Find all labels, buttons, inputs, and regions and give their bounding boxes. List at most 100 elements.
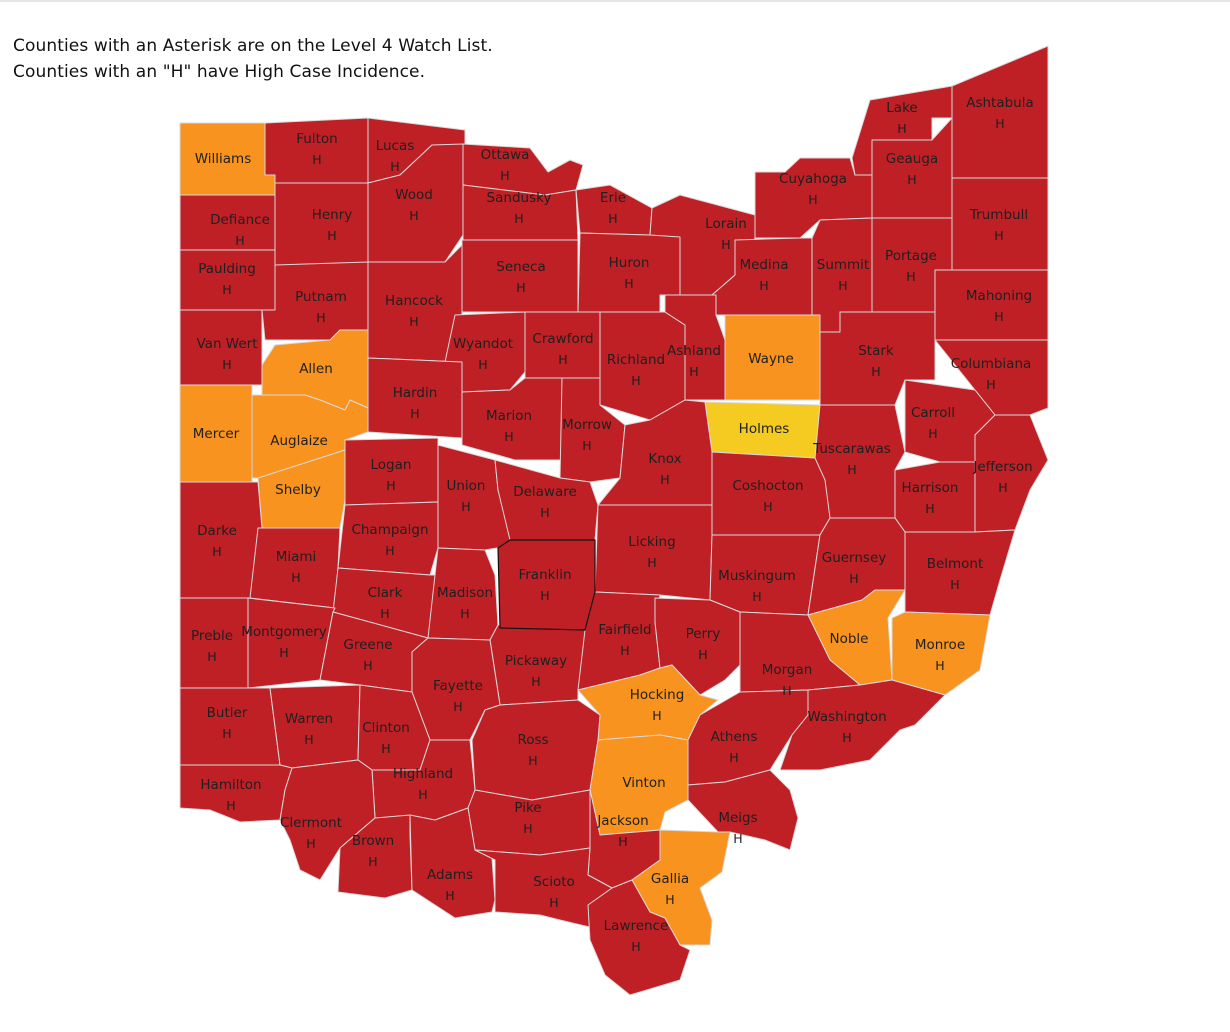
county-label-champaign: Champaign: [351, 522, 428, 538]
county-label-butler: Butler: [207, 705, 248, 721]
county-label-defiance: Defiance: [210, 212, 270, 228]
county-seneca[interactable]: [461, 239, 579, 313]
county-mahoning[interactable]: [934, 269, 1049, 341]
county-lawrence[interactable]: [587, 879, 691, 996]
county-flag-crawford: H: [558, 352, 567, 367]
county-flag-madison: H: [460, 606, 469, 621]
county-label-fairfield: Fairfield: [598, 622, 651, 638]
county-label-miami: Miami: [276, 549, 317, 565]
county-label-montgomery: Montgomery: [241, 624, 327, 640]
county-flag-lawrence: H: [631, 939, 640, 954]
county-harrison[interactable]: [894, 461, 976, 533]
county-label-preble: Preble: [191, 628, 233, 644]
county-fulton[interactable]: [264, 117, 369, 184]
county-henry[interactable]: [274, 182, 369, 266]
county-label-logan: Logan: [371, 457, 412, 473]
county-label-noble: Noble: [830, 631, 869, 647]
county-label-coshocton: Coshocton: [732, 478, 803, 494]
county-label-summit: Summit: [817, 257, 869, 273]
county-flag-putnam: H: [316, 310, 325, 325]
county-flag-adams: H: [445, 888, 454, 903]
county-flag-hocking: H: [652, 708, 661, 723]
county-monroe[interactable]: [891, 611, 991, 696]
county-label-pickaway: Pickaway: [505, 653, 567, 669]
county-label-union: Union: [446, 478, 485, 494]
county-flag-darke: H: [212, 544, 221, 559]
county-flag-ashland: H: [689, 364, 698, 379]
county-flag-lorain: H: [721, 237, 730, 252]
county-label-crawford: Crawford: [532, 331, 593, 347]
county-label-delaware: Delaware: [513, 484, 577, 500]
county-label-ross: Ross: [517, 732, 548, 748]
county-flag-fulton: H: [312, 152, 321, 167]
county-flag-sandusky: H: [514, 211, 523, 226]
county-flag-richland: H: [631, 373, 640, 388]
county-label-warren: Warren: [285, 711, 333, 727]
county-franklin[interactable]: [497, 539, 596, 631]
county-flag-ashtabula: H: [995, 116, 1004, 131]
county-trumbull[interactable]: [951, 177, 1049, 271]
county-darke[interactable]: [179, 481, 263, 599]
county-label-fayette: Fayette: [433, 678, 483, 694]
county-flag-pike: H: [523, 821, 532, 836]
county-flag-pickaway: H: [531, 674, 540, 689]
county-label-harrison: Harrison: [902, 480, 959, 496]
county-label-geauga: Geauga: [886, 151, 938, 167]
county-label-henry: Henry: [312, 207, 353, 223]
county-flag-erie: H: [608, 211, 617, 226]
county-label-trumbull: Trumbull: [969, 207, 1028, 223]
county-label-mahoning: Mahoning: [966, 288, 1032, 304]
county-flag-monroe: H: [935, 658, 944, 673]
county-perry[interactable]: [654, 597, 741, 696]
county-paulding[interactable]: [179, 249, 276, 311]
county-hamilton[interactable]: [179, 764, 293, 823]
county-sandusky[interactable]: [462, 184, 579, 241]
county-label-seneca: Seneca: [496, 259, 545, 275]
county-flag-fayette: H: [453, 699, 462, 714]
county-belmont[interactable]: [904, 529, 1016, 616]
county-flag-meigs: H: [733, 831, 742, 846]
county-flag-hancock: H: [409, 314, 418, 329]
county-flag-ottawa: H: [500, 168, 509, 183]
county-label-allen: Allen: [299, 361, 333, 377]
county-ross[interactable]: [471, 699, 601, 801]
county-label-athens: Athens: [711, 729, 758, 745]
county-flag-morrow: H: [582, 438, 591, 453]
county-flag-jackson: H: [618, 834, 627, 849]
county-miami[interactable]: [249, 527, 341, 609]
county-flag-wyandot: H: [478, 357, 487, 372]
county-label-lucas: Lucas: [376, 138, 415, 154]
county-licking[interactable]: [594, 504, 713, 601]
county-geauga[interactable]: [871, 117, 953, 219]
county-delaware[interactable]: [494, 459, 599, 541]
county-label-van-wert: Van Wert: [196, 336, 257, 352]
county-flag-hamilton: H: [226, 798, 235, 813]
county-flag-logan: H: [386, 478, 395, 493]
county-flag-tuscarawas: H: [847, 462, 856, 477]
county-flag-montgomery: H: [279, 645, 288, 660]
county-flag-paulding: H: [222, 282, 231, 297]
county-meigs[interactable]: [687, 769, 799, 851]
county-flag-ross: H: [528, 753, 537, 768]
county-flag-guernsey: H: [849, 571, 858, 586]
county-label-washington: Washington: [807, 709, 886, 725]
county-label-marion: Marion: [486, 408, 532, 424]
county-label-paulding: Paulding: [198, 261, 256, 277]
county-label-scioto: Scioto: [533, 874, 575, 890]
county-flag-miami: H: [291, 570, 300, 585]
county-label-lake: Lake: [886, 100, 917, 116]
county-label-highland: Highland: [393, 766, 453, 782]
county-adams[interactable]: [409, 807, 496, 919]
county-flag-marion: H: [504, 429, 513, 444]
county-label-hardin: Hardin: [393, 385, 438, 401]
county-flag-coshocton: H: [763, 499, 772, 514]
county-ashtabula[interactable]: [951, 45, 1049, 179]
note-watch-list: Counties with an Asterisk are on the Lev…: [13, 36, 493, 56]
county-tuscarawas[interactable]: [814, 404, 906, 519]
county-washington[interactable]: [779, 679, 946, 771]
county-champaign[interactable]: [337, 501, 439, 576]
county-label-tuscarawas: Tuscarawas: [812, 441, 891, 457]
county-flag-belmont: H: [950, 577, 959, 592]
county-label-lawrence: Lawrence: [604, 918, 669, 934]
